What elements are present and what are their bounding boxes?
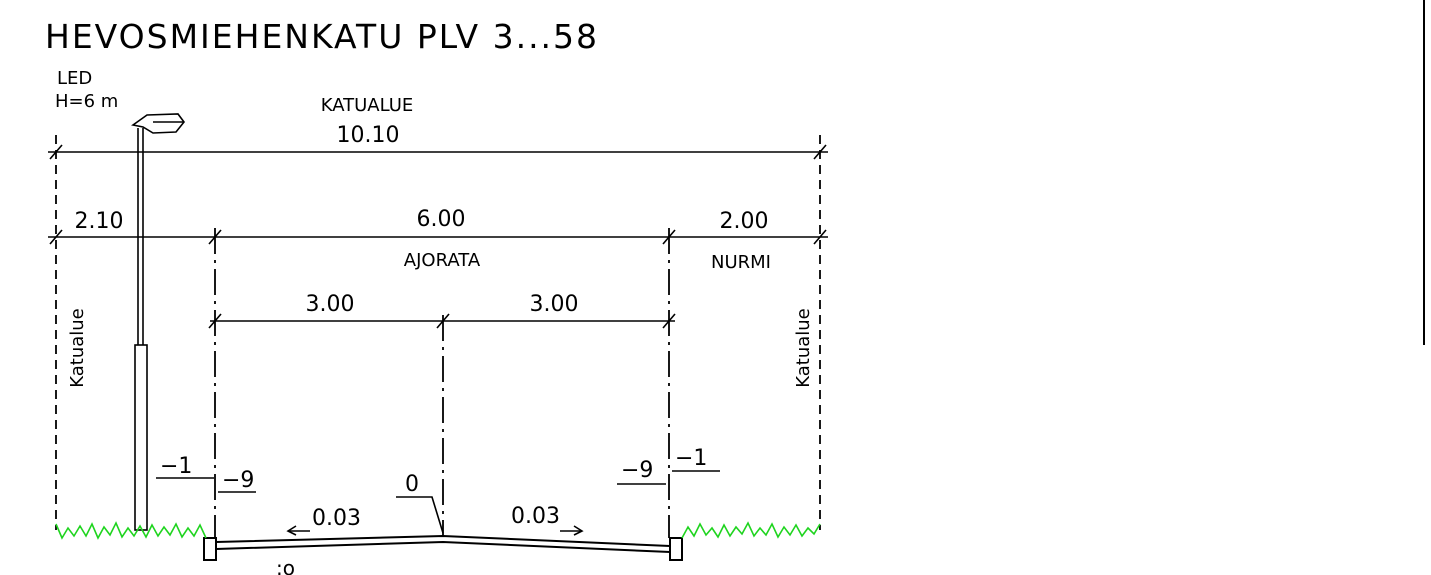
lamp-type-label: LED (57, 68, 92, 89)
left-grass-icon (55, 521, 207, 540)
right-slope-arrow (560, 525, 584, 536)
road-surface-profile (203, 534, 683, 561)
right-slope-value: 0.03 (511, 504, 560, 529)
right-grass-icon (681, 521, 821, 539)
left-boundary-label: Katualue (67, 308, 88, 388)
center-level-leader (396, 496, 444, 534)
center-level: 0 (405, 472, 419, 497)
left-lane-width: 3.00 (306, 292, 355, 317)
right-outer-level: −1 (675, 446, 707, 471)
left-slope-value: 0.03 (312, 506, 361, 531)
right-section-width: 2.00 (720, 209, 769, 234)
left-inner-level: −9 (222, 468, 254, 493)
section-widths-dimension-line (48, 229, 828, 245)
left-outer-level: −1 (160, 454, 192, 479)
carriageway-label: AJORATA (404, 250, 481, 271)
left-section-width: 2.10 (75, 209, 124, 234)
right-section-label: NURMI (711, 252, 771, 273)
carriageway-width: 6.00 (417, 207, 466, 232)
right-boundary-label: Katualue (793, 308, 814, 388)
lamp-height-label: H=6 m (55, 91, 118, 112)
drawing-title: HEVOSMIEHENKATU PLV 3...58 (45, 17, 599, 56)
right-inner-level: −9 (621, 458, 653, 483)
total-area-label: KATUALUE (321, 95, 414, 116)
right-lane-width: 3.00 (530, 292, 579, 317)
total-width-dimension-line (48, 144, 828, 160)
lane-widths-dimension-line (208, 313, 676, 329)
left-slope-arrow (286, 525, 310, 536)
bottom-note: :o (276, 556, 295, 575)
total-width-value: 10.10 (337, 123, 400, 148)
